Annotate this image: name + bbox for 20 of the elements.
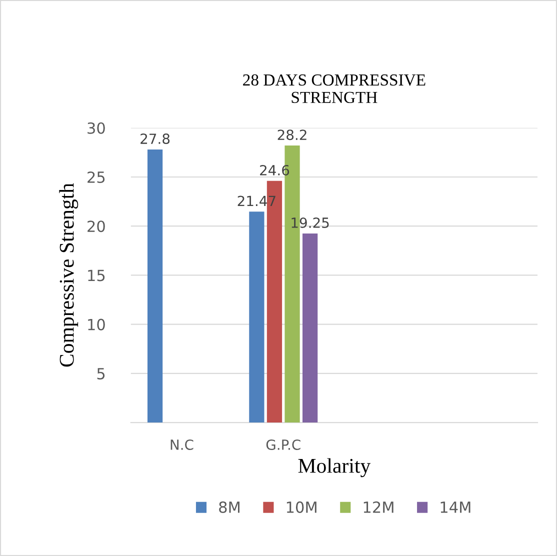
- y-tick-label: 5: [97, 368, 105, 380]
- chart-title: 28 DAYS COMPRESSIVE STRENGTH: [243, 74, 426, 104]
- legend-label: 8M: [219, 501, 240, 513]
- y-tick-label: 15: [88, 270, 105, 282]
- x-tick-label: G.P.C: [266, 439, 300, 450]
- y-axis-title: Compressive Strength: [59, 183, 78, 367]
- legend-label: 12M: [364, 501, 394, 513]
- data-label: 27.8: [140, 134, 170, 144]
- bar: [302, 233, 318, 423]
- y-tick-label: 30: [88, 122, 105, 134]
- bar: [249, 212, 264, 423]
- data-label: 28.2: [278, 130, 306, 140]
- y-tick-label: 10: [88, 318, 105, 330]
- legend-label: 14M: [440, 502, 470, 513]
- bar: [147, 149, 163, 423]
- y-tick-label: 25: [88, 171, 105, 184]
- x-tick-label: N.C: [170, 439, 194, 450]
- x-axis-title: Molarity: [298, 458, 371, 478]
- y-tick-label: 20: [88, 220, 105, 232]
- legend-label: 10M: [286, 501, 316, 513]
